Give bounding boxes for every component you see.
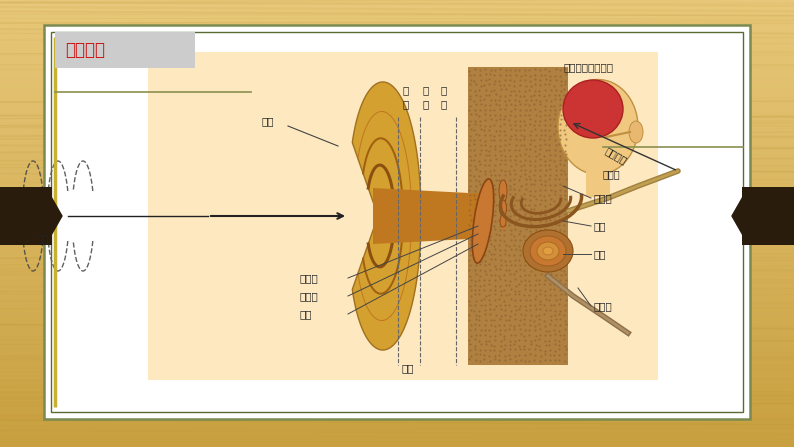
Text: 神经传导: 神经传导	[603, 146, 628, 166]
Polygon shape	[732, 195, 744, 237]
Text: 耳: 耳	[441, 99, 447, 109]
Text: 耳廓: 耳廓	[262, 116, 274, 126]
Ellipse shape	[500, 215, 506, 227]
Text: 耳蜗: 耳蜗	[593, 249, 606, 259]
Ellipse shape	[530, 236, 566, 266]
Ellipse shape	[523, 230, 573, 272]
Text: 大脑（产生听觉）: 大脑（产生听觉）	[563, 62, 613, 72]
Bar	[51, 32, 743, 412]
Text: 半规管: 半规管	[593, 193, 611, 203]
Bar	[468, 67, 568, 365]
Ellipse shape	[629, 121, 643, 143]
Bar	[44, 25, 750, 419]
Ellipse shape	[543, 247, 553, 255]
Text: 耳: 耳	[403, 99, 409, 109]
Bar	[55, 32, 195, 68]
Text: 鼓膜: 鼓膜	[300, 309, 313, 319]
Text: 听神经: 听神经	[603, 169, 621, 179]
Polygon shape	[353, 82, 421, 350]
Ellipse shape	[563, 80, 623, 138]
Polygon shape	[373, 188, 488, 244]
Text: 听小骨: 听小骨	[300, 273, 318, 283]
Ellipse shape	[537, 242, 559, 260]
Ellipse shape	[499, 200, 507, 216]
Text: 声波: 声波	[37, 233, 49, 243]
Text: 中: 中	[423, 85, 429, 95]
Bar	[0, 187, 52, 245]
Ellipse shape	[472, 179, 494, 263]
Text: 外耳道: 外耳道	[300, 291, 318, 301]
Bar	[148, 52, 658, 380]
Text: 前庭: 前庭	[593, 221, 606, 231]
Text: 外: 外	[403, 85, 409, 95]
Ellipse shape	[499, 180, 507, 202]
Text: 耳: 耳	[423, 99, 429, 109]
Text: 鼓室: 鼓室	[402, 363, 414, 373]
Bar	[586, 167, 610, 197]
Text: 耳的结构: 耳的结构	[65, 41, 105, 59]
Text: 咽鼓管: 咽鼓管	[593, 301, 611, 311]
Polygon shape	[50, 195, 62, 237]
Ellipse shape	[558, 80, 638, 174]
Text: 内: 内	[441, 85, 447, 95]
Bar	[742, 187, 794, 245]
Bar	[44, 25, 750, 419]
